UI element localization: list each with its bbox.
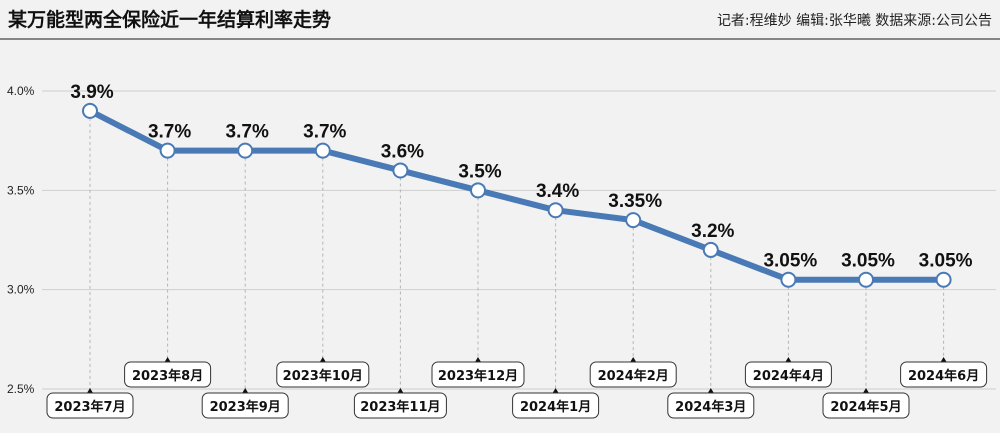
data-labels: 3.9% 3.7% 3.7% 3.7% 3.6% 3.5% 3.4% 3.35% 3.2% 3.0… xyxy=(70,82,972,272)
x-category: 2023年7月 xyxy=(46,388,134,419)
chart-title: 某万能型两全保险近一年结算利率走势 xyxy=(8,8,331,31)
x-tick-label: 2023年7月 xyxy=(54,399,125,415)
y-axis: 2.5% 3.0% 3.5% 4.0% xyxy=(7,84,35,396)
credits: 记者:程维妙 编辑:张华曦 数据来源:公司公告 xyxy=(717,13,992,29)
x-label-box xyxy=(667,392,755,419)
data-label: 3.2% xyxy=(691,221,734,242)
x-tick-label: 2024年3月 xyxy=(675,399,746,415)
x-pointer xyxy=(397,388,404,393)
x-category: 2024年5月 xyxy=(822,388,910,419)
data-point xyxy=(780,271,797,288)
rate-line xyxy=(87,107,947,283)
x-label-box xyxy=(744,361,832,388)
x-category: 2024年4月 xyxy=(744,357,832,388)
data-label: 3.35% xyxy=(608,191,662,212)
x-category: 2024年1月 xyxy=(512,388,600,419)
data-label: 3.7% xyxy=(148,122,191,143)
data-point xyxy=(935,271,952,288)
x-label-box xyxy=(589,361,677,388)
data-point xyxy=(82,102,98,119)
data-label: 3.5% xyxy=(458,161,501,182)
x-tick-label: 2023年11月 xyxy=(360,399,440,415)
x-label-box xyxy=(276,361,370,388)
x-pointer xyxy=(863,388,869,393)
data-label: 3.4% xyxy=(536,181,579,202)
x-category: 2023年9月 xyxy=(201,388,289,419)
data-label: 3.05% xyxy=(919,251,973,272)
x-tick-label: 2023年9月 xyxy=(210,399,281,415)
data-point xyxy=(159,142,176,159)
series-line xyxy=(87,107,947,283)
data-label: 3.05% xyxy=(763,251,817,272)
x-label-box xyxy=(822,392,910,419)
x-category: 2024年2月 xyxy=(589,357,677,388)
x-tick-label: 2024年1月 xyxy=(520,399,591,415)
data-point xyxy=(547,202,564,219)
data-points xyxy=(82,102,952,288)
x-pointer xyxy=(552,388,559,393)
x-pointer xyxy=(319,357,326,362)
data-point xyxy=(470,182,486,199)
data-label: 3.05% xyxy=(841,251,895,272)
y-tick-label: 2.5% xyxy=(7,382,35,396)
data-point xyxy=(858,271,874,288)
x-label-box xyxy=(124,361,212,388)
x-pointer xyxy=(87,388,93,393)
x-pointer xyxy=(707,388,714,393)
x-tick-label: 2024年2月 xyxy=(598,368,669,384)
data-point xyxy=(625,212,642,229)
x-label-box xyxy=(201,392,289,419)
x-category: 2024年3月 xyxy=(667,388,755,419)
y-tick-label: 3.5% xyxy=(7,183,35,197)
data-point xyxy=(314,142,331,159)
x-label-box xyxy=(353,392,447,419)
x-category: 2023年8月 xyxy=(124,357,212,388)
drop-lines xyxy=(89,117,945,392)
x-tick-label: 2024年4月 xyxy=(753,368,824,384)
data-label: 3.7% xyxy=(303,122,346,143)
x-pointer xyxy=(630,357,637,362)
x-label-box xyxy=(512,392,600,419)
data-point xyxy=(392,162,409,179)
x-tick-label: 2023年8月 xyxy=(132,368,203,384)
y-tick-label: 3.0% xyxy=(7,283,35,297)
data-label: 3.7% xyxy=(226,122,269,143)
x-pointer xyxy=(475,357,481,362)
x-category: 2023年10月 xyxy=(276,357,370,388)
x-category: 2023年11月 xyxy=(353,388,447,419)
x-tick-label: 2023年10月 xyxy=(283,368,363,384)
x-category: 2024年6月 xyxy=(900,357,988,388)
x-label-box xyxy=(431,361,525,388)
x-pointer xyxy=(164,357,171,362)
x-tick-label: 2024年6月 xyxy=(908,368,979,384)
x-category: 2023年12月 xyxy=(431,357,525,388)
data-label: 3.9% xyxy=(70,82,113,103)
data-point xyxy=(702,241,719,258)
x-pointer xyxy=(785,357,792,362)
data-label: 3.6% xyxy=(381,141,424,162)
x-tick-label: 2023年12月 xyxy=(438,368,518,384)
grid xyxy=(42,90,996,390)
x-label-box xyxy=(900,361,988,388)
x-label-box xyxy=(46,392,134,419)
x-tick-label: 2024年5月 xyxy=(830,399,901,415)
y-tick-label: 4.0% xyxy=(7,84,35,98)
x-pointer xyxy=(940,357,947,362)
x-pointer xyxy=(242,388,249,393)
data-point xyxy=(237,142,254,159)
